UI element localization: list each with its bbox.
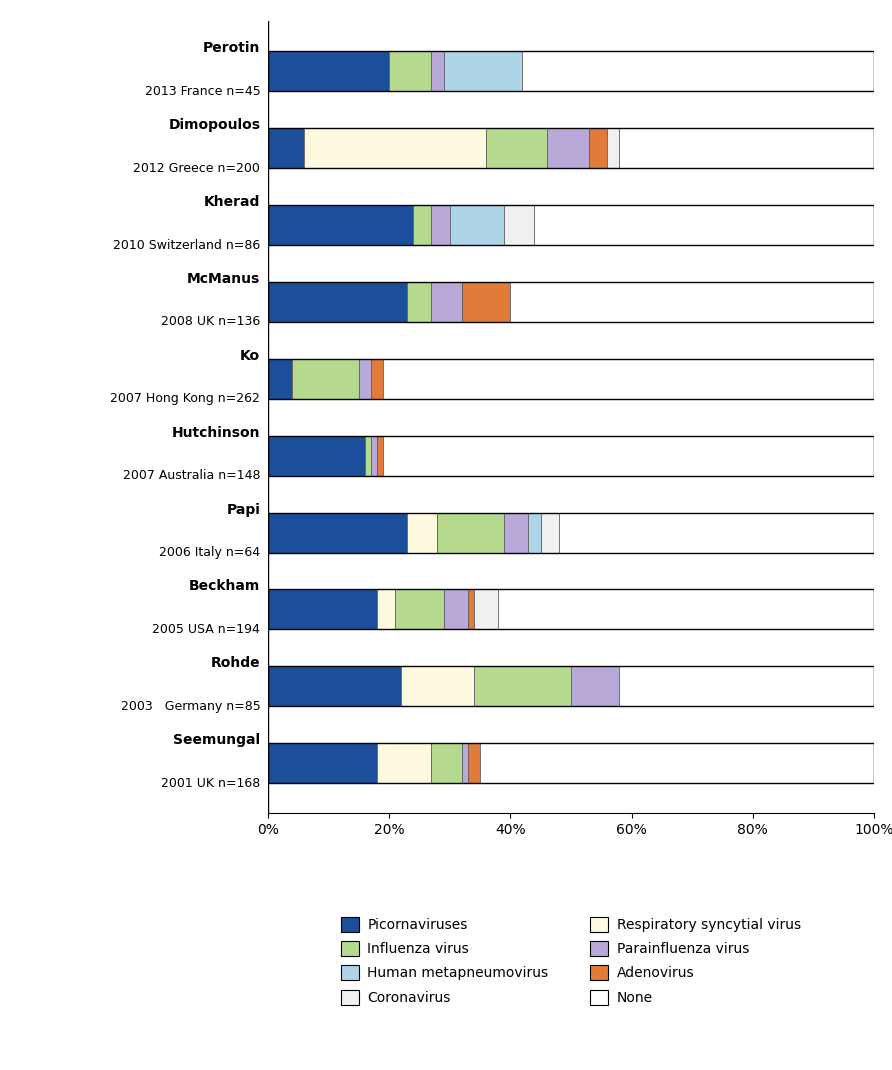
Bar (619, 667, 874, 706)
Bar (268, 667, 401, 706)
Text: Papi: Papi (227, 503, 260, 517)
Text: Beckham: Beckham (189, 580, 260, 594)
Text: 2010 Switzerland n=86: 2010 Switzerland n=86 (113, 239, 260, 251)
Bar (607, 128, 619, 168)
Bar (268, 358, 292, 399)
Bar (268, 667, 874, 706)
Bar (383, 358, 874, 399)
Bar (432, 51, 443, 91)
Text: Perotin: Perotin (203, 42, 260, 56)
Bar (376, 744, 432, 783)
Bar (504, 513, 528, 552)
Bar (474, 667, 571, 706)
Bar (510, 282, 874, 322)
Bar (389, 51, 432, 91)
Bar (268, 513, 874, 552)
Bar (432, 282, 462, 322)
Bar (437, 513, 504, 552)
Bar (268, 282, 407, 322)
Text: Hutchinson: Hutchinson (172, 426, 260, 440)
Bar (486, 128, 547, 168)
Bar (268, 744, 874, 783)
Bar (571, 667, 619, 706)
Bar (498, 590, 874, 629)
Bar (268, 51, 874, 91)
Bar (304, 128, 486, 168)
Bar (268, 128, 304, 168)
Bar (268, 435, 365, 476)
Bar (268, 590, 874, 629)
Bar (558, 513, 874, 552)
Bar (407, 282, 432, 322)
Bar (268, 128, 874, 168)
Bar (383, 435, 874, 476)
Bar (268, 282, 874, 322)
Bar (365, 435, 371, 476)
Text: Kherad: Kherad (204, 195, 260, 209)
Bar (462, 282, 510, 322)
Bar (395, 590, 443, 629)
Bar (401, 667, 474, 706)
Text: 2007 Hong Kong n=262: 2007 Hong Kong n=262 (111, 393, 260, 406)
Bar (589, 128, 607, 168)
Bar (268, 590, 376, 629)
Text: 2001 UK n=168: 2001 UK n=168 (145, 777, 260, 790)
Bar (371, 435, 376, 476)
Text: Ko: Ko (240, 349, 260, 363)
Bar (480, 744, 874, 783)
Text: Rohde: Rohde (211, 656, 260, 670)
Text: 2007 Australia n=148: 2007 Australia n=148 (119, 470, 260, 483)
Bar (376, 435, 383, 476)
Text: Seemungal: Seemungal (173, 733, 260, 747)
Bar (268, 358, 874, 399)
Text: 2006 Italy n=64: 2006 Italy n=64 (144, 546, 260, 560)
Bar (292, 358, 359, 399)
Text: Dimopoulos: Dimopoulos (169, 118, 260, 133)
Bar (534, 205, 874, 245)
Bar (432, 205, 450, 245)
Bar (371, 358, 383, 399)
Bar (467, 744, 480, 783)
Text: 2008 UK n=136: 2008 UK n=136 (145, 316, 260, 328)
Bar (268, 205, 874, 245)
Bar (268, 205, 413, 245)
Text: McManus: McManus (187, 272, 260, 286)
Text: 2013 France n=45: 2013 France n=45 (128, 85, 260, 97)
Bar (541, 513, 558, 552)
Bar (528, 513, 541, 552)
Bar (432, 744, 462, 783)
Bar (474, 590, 498, 629)
Bar (523, 51, 874, 91)
Bar (619, 128, 874, 168)
Bar (268, 513, 407, 552)
Bar (467, 590, 474, 629)
Bar (413, 205, 432, 245)
Bar (462, 744, 467, 783)
Legend: Picornaviruses, Influenza virus, Human metapneumovirus, Coronavirus, Respiratory: Picornaviruses, Influenza virus, Human m… (335, 912, 806, 1010)
Bar (443, 51, 523, 91)
Bar (268, 51, 389, 91)
Text: 2005 USA n=194: 2005 USA n=194 (136, 623, 260, 636)
Bar (359, 358, 371, 399)
Text: 2003   Germany n=85: 2003 Germany n=85 (120, 700, 260, 713)
Bar (547, 128, 589, 168)
Bar (443, 590, 467, 629)
Bar (504, 205, 534, 245)
Bar (450, 205, 504, 245)
Bar (268, 435, 874, 476)
Bar (268, 744, 376, 783)
Text: 2012 Greece n=200: 2012 Greece n=200 (118, 162, 260, 174)
Bar (376, 590, 395, 629)
Bar (407, 513, 437, 552)
